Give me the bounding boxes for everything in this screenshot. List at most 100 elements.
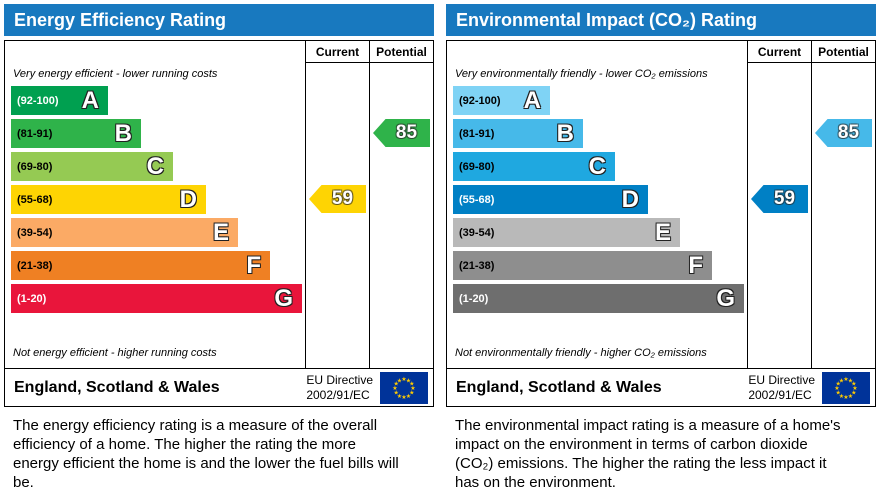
band-range: (21-38) — [17, 259, 53, 272]
svg-text:★: ★ — [401, 376, 406, 383]
potential-rating-arrow: 85 — [373, 119, 430, 147]
region-label: England, Scotland & Wales — [456, 378, 662, 396]
band-g: (1-20) G — [11, 284, 302, 313]
band-letter: F — [688, 252, 703, 279]
band-range: (21-38) — [459, 259, 495, 272]
svg-text:★: ★ — [834, 385, 839, 392]
potential-rating-value: 85 — [837, 122, 860, 143]
svg-text:★: ★ — [852, 385, 857, 392]
eu-flag-background — [380, 371, 428, 404]
band-range: (81-91) — [459, 127, 495, 140]
band-e: (39-54) E — [11, 218, 238, 247]
band-a: (92-100) A — [453, 86, 550, 115]
band-b: (81-91) B — [453, 119, 583, 148]
band-g: (1-20) G — [453, 284, 744, 313]
svg-text:★: ★ — [394, 380, 399, 387]
band-letter: C — [588, 153, 606, 180]
band-range: (92-100) — [459, 94, 501, 107]
svg-text:★: ★ — [397, 392, 402, 399]
environmental-impact-panel: Environmental Impact (CO₂) Rating Curren… — [446, 4, 876, 492]
svg-text:★: ★ — [406, 392, 411, 399]
eu-directive-label: EU Directive 2002/91/EC — [748, 373, 815, 402]
eu-directive-label: EU Directive 2002/91/EC — [306, 373, 373, 402]
svg-text:★: ★ — [409, 389, 414, 396]
band-range: (39-54) — [459, 226, 495, 239]
band-range: (1-20) — [17, 292, 47, 305]
energy-efficiency-description: The energy efficiency rating is a measur… — [13, 417, 399, 491]
svg-text:★: ★ — [409, 380, 414, 387]
current-rating-value: 59 — [331, 188, 354, 209]
svg-text:★: ★ — [397, 377, 402, 384]
svg-text:★: ★ — [836, 389, 841, 396]
band-b: (81-91) B — [11, 119, 141, 148]
band-f: (21-38) F — [11, 251, 270, 280]
band-range: (39-54) — [17, 226, 53, 239]
current-rating-arrow: 59 — [751, 185, 808, 213]
bottom-annotation: Not energy efficient - higher running co… — [13, 347, 217, 359]
svg-text:★: ★ — [410, 385, 415, 392]
eu-directive-line2: 2002/91/EC — [306, 387, 370, 402]
current-column-header: Current — [748, 41, 811, 63]
potential-column-header: Potential — [812, 41, 875, 63]
svg-text:★: ★ — [851, 380, 856, 387]
svg-text:★: ★ — [843, 376, 848, 383]
band-range: (69-80) — [17, 160, 53, 173]
band-c: (69-80) C — [11, 152, 173, 181]
band-letter: B — [556, 120, 574, 147]
band-f: (21-38) F — [453, 251, 712, 280]
band-letter: A — [81, 87, 99, 114]
svg-text:★: ★ — [851, 389, 856, 396]
svg-text:★: ★ — [843, 394, 848, 401]
environmental-impact-chart: Current Potential Very environmentally f… — [446, 40, 876, 369]
bottom-annotation: Not environmentally friendly - higher CO… — [455, 347, 707, 359]
potential-rating-arrow: 85 — [815, 119, 872, 147]
region-label: England, Scotland & Wales — [14, 378, 220, 396]
environmental-impact-title: Environmental Impact (CO₂) Rating — [446, 4, 876, 36]
energy-efficiency-chart: Current Potential Very energy efficient … — [4, 40, 434, 369]
svg-text:★: ★ — [406, 377, 411, 384]
band-letter: D — [179, 186, 197, 213]
chart-footer: England, Scotland & Wales EU Directive 2… — [4, 369, 434, 407]
band-letter: B — [114, 120, 132, 147]
band-letter: G — [716, 285, 735, 312]
band-c: (69-80) C — [453, 152, 615, 181]
band-range: (1-20) — [459, 292, 489, 305]
band-letter: C — [146, 153, 164, 180]
column-divider — [811, 41, 812, 368]
band-letter: A — [523, 87, 541, 114]
eu-directive-line1: EU Directive — [306, 373, 373, 388]
current-column-header: Current — [306, 41, 369, 63]
eu-directive-line1: EU Directive — [748, 373, 815, 388]
band-range: (92-100) — [17, 94, 59, 107]
svg-text:★: ★ — [839, 377, 844, 384]
band-range: (69-80) — [459, 160, 495, 173]
eu-directive-line2: 2002/91/EC — [748, 387, 812, 402]
eu-flag-background — [822, 371, 870, 404]
band-letter: E — [654, 219, 671, 246]
svg-text:★: ★ — [836, 380, 841, 387]
energy-efficiency-panel: Energy Efficiency Rating Current Potenti… — [4, 4, 434, 492]
svg-text:★: ★ — [392, 385, 397, 392]
svg-text:★: ★ — [848, 392, 853, 399]
band-letter: D — [621, 186, 639, 213]
potential-column-header: Potential — [370, 41, 433, 63]
top-annotation: Very environmentally friendly - lower CO… — [455, 68, 708, 80]
eu-flag: ★ ★★★★★★★★★★★ — [380, 371, 428, 404]
svg-text:★: ★ — [401, 394, 406, 401]
column-divider — [747, 41, 748, 368]
current-rating-arrow: 59 — [309, 185, 366, 213]
svg-text:★: ★ — [839, 392, 844, 399]
environmental-impact-description: The environmental impact rating is a mea… — [455, 417, 841, 491]
band-letter: E — [212, 219, 229, 246]
top-annotation: Very energy efficient - lower running co… — [13, 68, 218, 80]
band-range: (81-91) — [17, 127, 53, 140]
chart-footer: England, Scotland & Wales EU Directive 2… — [446, 369, 876, 407]
potential-rating-value: 85 — [395, 122, 418, 143]
column-divider — [369, 41, 370, 368]
svg-text:★: ★ — [394, 389, 399, 396]
current-rating-value: 59 — [773, 188, 796, 209]
band-a: (92-100) A — [11, 86, 108, 115]
energy-efficiency-title: Energy Efficiency Rating — [4, 4, 434, 36]
column-divider — [305, 41, 306, 368]
